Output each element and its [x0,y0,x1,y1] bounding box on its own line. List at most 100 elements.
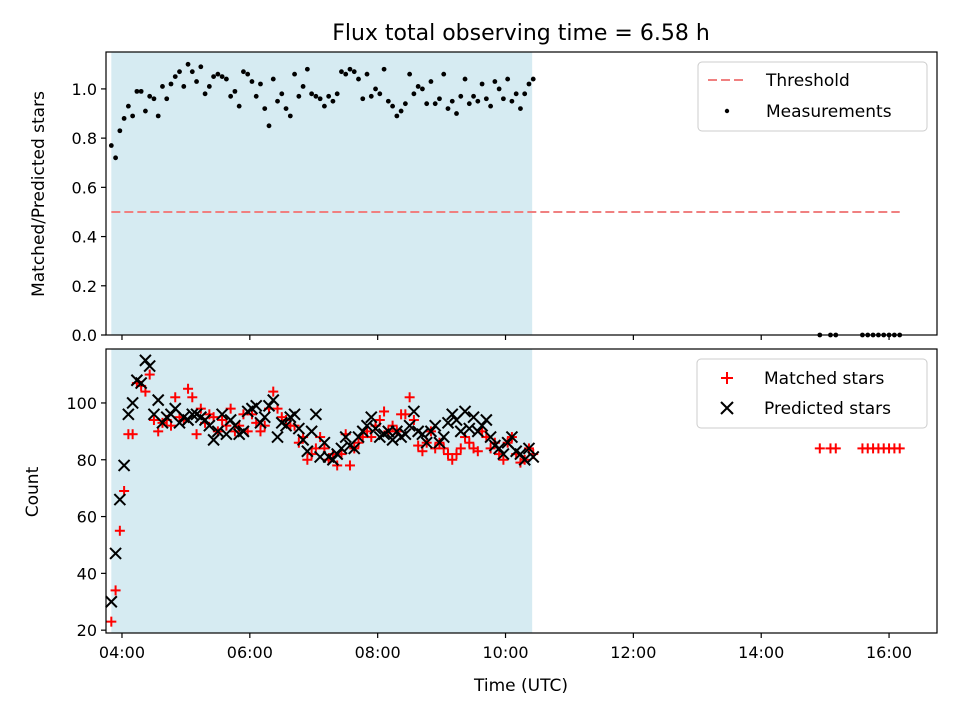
predicted-star-point [105,595,118,608]
bottom-y-axis-label: Count [23,466,43,517]
measurement-point [483,96,489,102]
predicted-star-point [228,419,242,432]
predicted-star-point [151,393,165,407]
measurement-point [283,106,289,111]
measurement-point [411,91,417,97]
measurement-point [270,76,276,82]
predicted-star-point [441,416,455,430]
predicted-star-point [365,410,378,424]
measurement-point [249,79,255,84]
bottom-legend-box [696,358,928,429]
measurement-point [206,84,212,89]
measurement-point [424,101,430,107]
matched-star-point [170,392,181,403]
matched-star-point [379,406,390,417]
measurement-point [513,91,519,97]
measurement-point [223,76,229,82]
predicted-star-point [139,354,152,367]
predicted-star-point [518,453,531,466]
predicted-star-point [279,419,293,432]
predicted-star-point [335,442,348,455]
predicted-star-point [369,422,382,435]
measurement-point [500,96,506,102]
predicted-star-point [326,453,340,466]
measurement-point [522,91,528,97]
measurement-point [526,81,532,87]
measurement-point [300,84,306,89]
measurement-point [172,74,178,80]
measurement-point [377,91,383,97]
x-tick-label: 06:00 [227,643,273,662]
matched-star-point [408,415,419,425]
predicted-star-point [497,447,510,461]
predicted-star-point [254,416,267,430]
predicted-star-point [356,425,369,438]
predicted-star-point [318,436,331,449]
bottom-legend: Matched stars Predicted stars [696,358,928,429]
measurement-point [198,64,204,70]
measurement-point [143,108,148,114]
predicted-star-point [433,436,446,449]
predicted-star-point [258,410,271,424]
legend-matched-label: Matched stars [764,369,884,389]
predicted-star-point [109,547,122,560]
matched-star-point [387,420,398,431]
matched-star-point [127,429,138,440]
observing-window-shade-bottom [111,349,533,633]
measurement-point [121,116,127,121]
legend-measurements-label: Measurements [766,102,892,122]
matched-star-point [306,449,317,460]
measurement-point [185,61,191,67]
measurement-point [381,66,387,72]
measurement-point [475,98,481,104]
measurement-point [155,113,161,119]
measurement-point [309,91,315,97]
matched-star-point [438,443,449,454]
measurement-point [258,81,263,87]
measurement-point [147,93,153,99]
predicted-star-point [207,433,220,447]
matched-star-point [830,443,841,454]
top-y-axis-label: Matched/Predicted stars [29,91,49,297]
measurement-point [385,98,391,104]
matched-star-point [464,437,475,448]
predicted-star-point [186,408,199,421]
predicted-star-point [198,413,212,427]
measurement-point [334,91,340,97]
predicted-star-point [420,436,433,449]
bottom-y-tick-label: 100 [66,394,97,413]
matched-star-point [148,415,159,425]
matched-star-point [442,449,453,460]
measurement-point [134,88,140,94]
predicted-star-point [292,422,306,435]
top-y-tick-label: 0.8 [72,129,97,148]
measurement-point [364,71,370,77]
x-tick-label: 14:00 [738,643,784,662]
measurement-point [322,103,327,109]
measurement-point [236,103,242,109]
observing-window-shade [111,52,533,335]
measurement-point [407,71,413,77]
measurement-point [437,96,442,102]
x-tick-label: 10:00 [482,643,528,662]
measurement-point [279,91,285,97]
matched-star-point [404,392,415,403]
legend-predicted-swatch [720,401,734,415]
measurement-point [189,69,195,75]
measurement-point [402,101,408,107]
measurement-point [356,76,361,82]
bottom-y-axis-ticks: 20 40 60 80 100 [66,394,106,640]
predicted-star-point [428,419,442,432]
measurement-point [330,98,336,104]
measurement-point [228,93,234,99]
predicted-star-point [250,399,263,413]
measurement-point [347,66,353,72]
predicted-star-point [527,450,540,464]
x-tick-label: 04:00 [99,643,145,662]
predicted-star-point [348,442,361,455]
predicted-star-point [463,422,476,435]
measurement-point [194,79,199,84]
measurement-point [373,86,378,92]
matched-star-point [110,585,121,596]
